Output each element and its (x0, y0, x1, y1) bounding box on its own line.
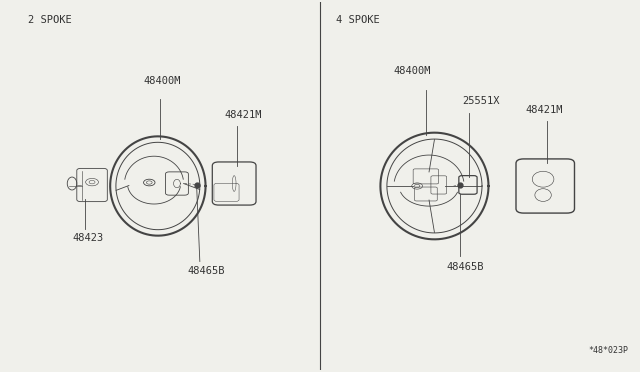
Text: 48421M: 48421M (526, 105, 563, 115)
Text: 4 SPOKE: 4 SPOKE (336, 15, 380, 25)
Text: 48421M: 48421M (225, 110, 262, 121)
Text: 2 SPOKE: 2 SPOKE (28, 15, 71, 25)
Text: 48423: 48423 (72, 232, 103, 243)
Text: 48400M: 48400M (394, 66, 431, 76)
Text: 48465B: 48465B (187, 266, 225, 276)
Text: 48400M: 48400M (143, 76, 181, 86)
Text: *48*023P: *48*023P (588, 346, 628, 355)
Text: 48465B: 48465B (446, 262, 484, 272)
Text: 25551X: 25551X (462, 96, 499, 106)
